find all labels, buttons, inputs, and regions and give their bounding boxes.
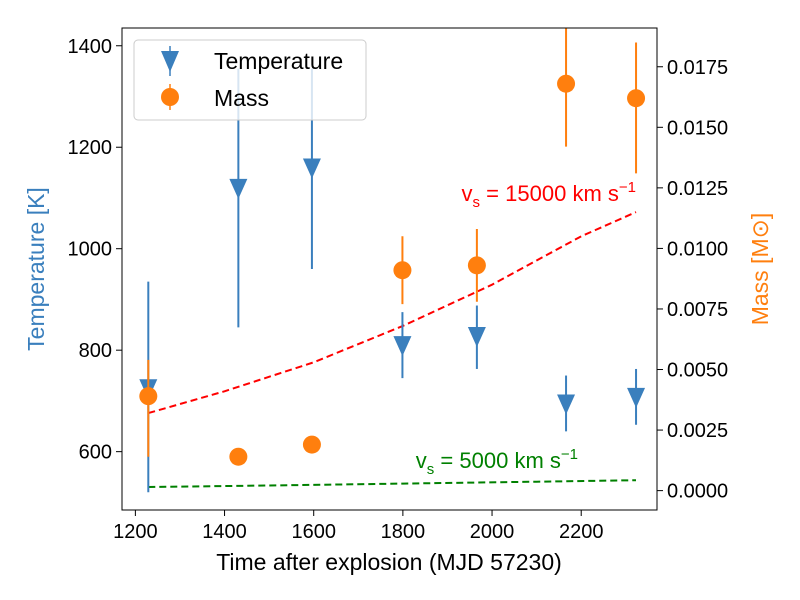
x-tick-label: 1600: [291, 521, 336, 543]
annotation-vs15000-sub: s: [473, 194, 481, 211]
annotation-vs15000-value: 15000: [505, 181, 566, 206]
annotation-vs5000-value: 5000: [459, 448, 508, 473]
temperature-point: [229, 178, 248, 199]
legend-temperature-label: Temperature: [214, 48, 343, 74]
y-right-tick-label: 0.0100: [667, 238, 728, 260]
x-tick-label: 1800: [381, 521, 426, 543]
x-tick-label: 2200: [559, 521, 604, 543]
x-tick-label: 1400: [202, 521, 247, 543]
y-left-tick-label: 1000: [68, 239, 113, 261]
annotation-vs5000-sub: s: [427, 461, 435, 478]
mass-point: [557, 74, 576, 93]
annotation-vs15000-exp: −1: [619, 179, 636, 196]
legend-mass-label: Mass: [214, 85, 269, 111]
y-left-tick-label: 1200: [68, 137, 113, 159]
mass-point: [467, 256, 486, 275]
plot-frame: [121, 27, 658, 511]
temperature-point: [627, 387, 646, 408]
legend: Temperature Mass: [133, 39, 367, 121]
y-right-tick-label: 0.0075: [667, 299, 728, 321]
y-right-tick-label: 0.0000: [667, 481, 728, 503]
annotation-vs15000: vs = 15000 km s−1: [462, 179, 636, 211]
y-right-tick-label: 0.0150: [667, 117, 728, 139]
mass-point: [139, 387, 158, 406]
y-right-tick-label: 0.0050: [667, 360, 728, 382]
y-left-tick-label: 600: [79, 442, 112, 464]
y-right-tick-label: 0.0125: [667, 178, 728, 200]
mass-point: [627, 89, 646, 108]
temperature-point: [302, 158, 321, 179]
mass-point: [229, 447, 248, 466]
x-tick-label: 1200: [113, 521, 158, 543]
y-left-axis-label: Temperature [K]: [23, 187, 49, 351]
y-left-tick-label: 800: [79, 340, 112, 362]
annotation-vs5000-exp: −1: [561, 446, 578, 463]
model-curve-vs5000: [148, 479, 637, 488]
temperature-point: [467, 326, 486, 347]
x-tick-label: 2000: [470, 521, 515, 543]
mass-point: [393, 261, 412, 280]
annotation-vs5000: vs = 5000 km s−1: [416, 446, 578, 478]
legend-temperature-marker: [161, 51, 179, 72]
legend-mass-marker: [161, 88, 179, 106]
temperature-point: [393, 336, 412, 357]
annotation-vs5000-unit: km s: [514, 448, 560, 473]
y-right-axis-label: Mass [M⊙]: [747, 213, 773, 326]
x-axis-label: Time after explosion (MJD 57230): [216, 549, 562, 575]
legend-box: [133, 39, 367, 121]
mass-point: [302, 435, 321, 454]
annotation-vs15000-unit: km s: [572, 181, 618, 206]
y-right-tick-label: 0.0025: [667, 420, 728, 442]
y-right-tick-label: 0.0175: [667, 57, 728, 79]
temperature-point: [557, 394, 576, 415]
y-left-tick-label: 1400: [68, 36, 113, 58]
